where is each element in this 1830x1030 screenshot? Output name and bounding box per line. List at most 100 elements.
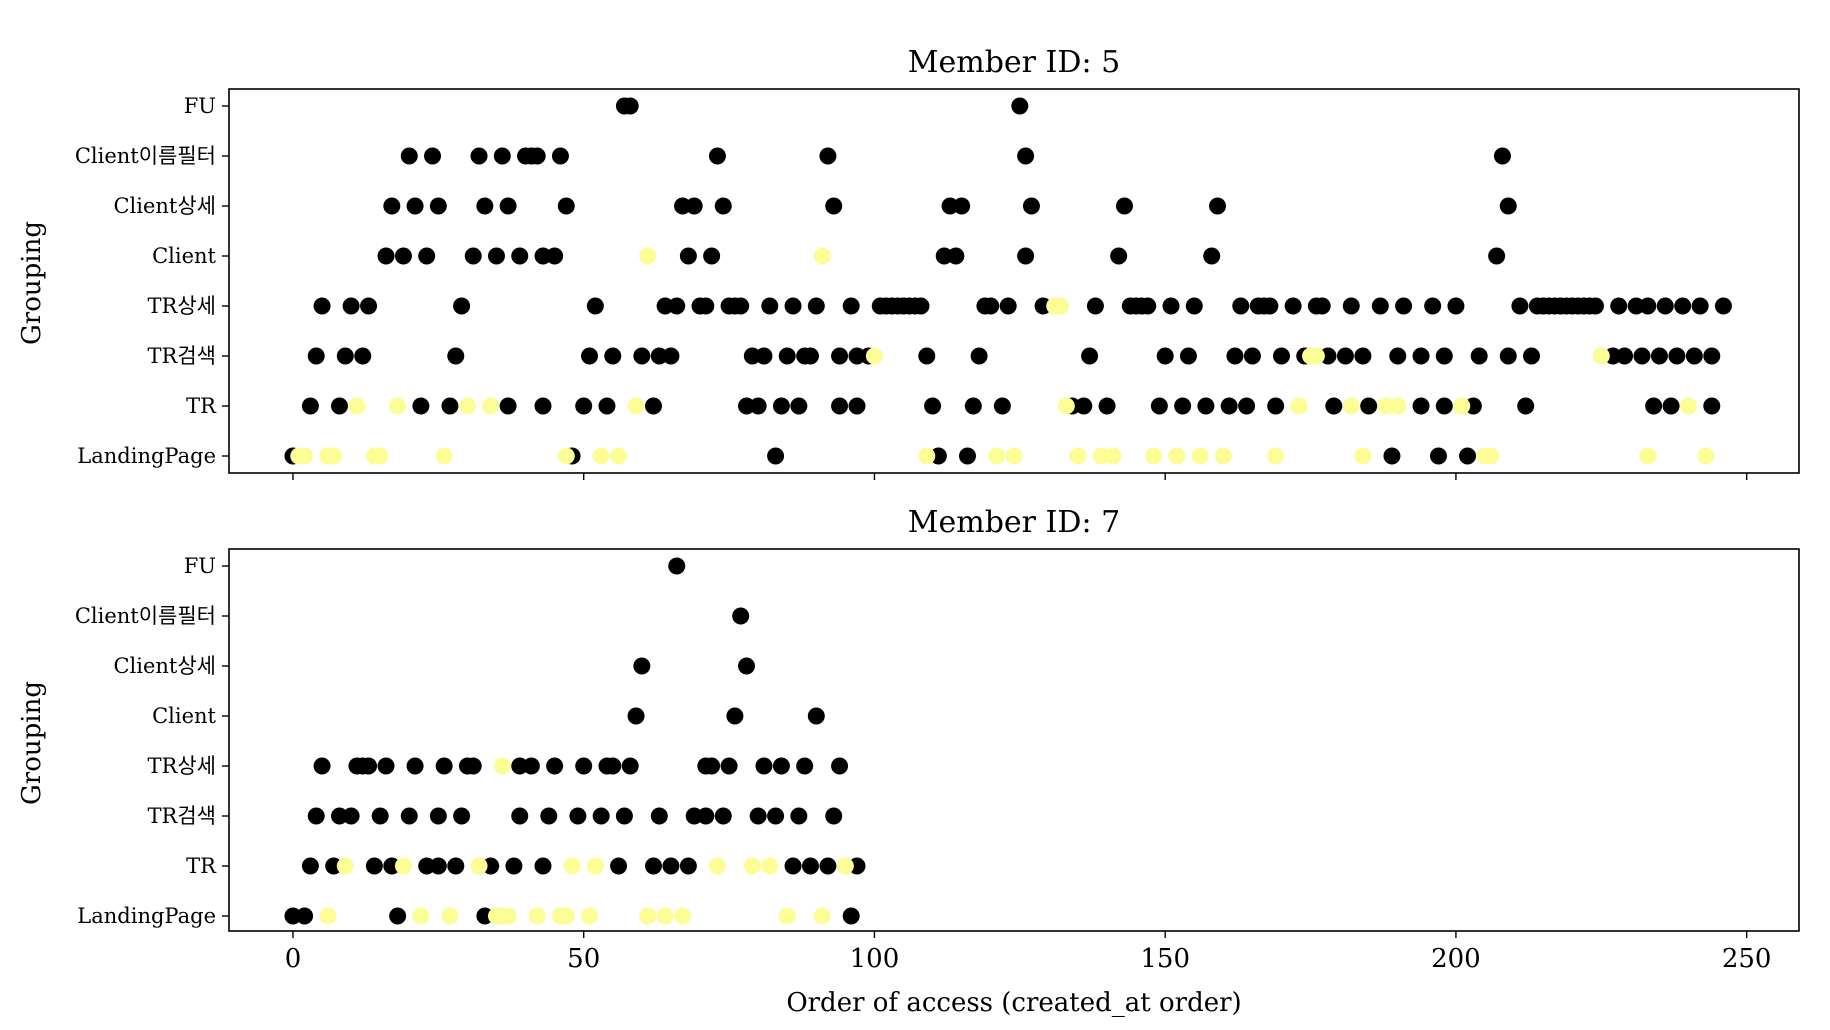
data-point-dark-tr검색 — [511, 807, 529, 825]
data-point-dark-tr상세 — [831, 757, 849, 775]
data-point-dark-tr상세 — [1714, 297, 1732, 315]
data-point-dark-tr상세 — [796, 757, 814, 775]
data-point-dark-tr — [1150, 397, 1168, 415]
data-point-dark-tr검색 — [1319, 347, 1337, 365]
data-point-dark-tr — [441, 397, 459, 415]
data-point-dark-client — [464, 247, 482, 265]
data-point-dark-tr — [1174, 397, 1192, 415]
data-point-dark-tr상세 — [1511, 297, 1529, 315]
data-point-dark-tr상세 — [575, 757, 593, 775]
data-point-light-tr검색 — [1592, 347, 1610, 365]
data-point-dark-landingpage — [284, 907, 302, 925]
data-point-dark-tr검색 — [650, 807, 668, 825]
data-point-dark-tr — [1197, 397, 1215, 415]
data-point-dark-tr검색 — [1523, 347, 1541, 365]
data-point-dark-tr — [1075, 397, 1093, 415]
data-point-dark-client상세 — [476, 197, 494, 215]
data-point-dark-client이름필터 — [424, 147, 442, 165]
data-point-dark-tr상세 — [1627, 297, 1645, 315]
data-point-dark-tr상세 — [1371, 297, 1389, 315]
data-point-dark-tr검색 — [453, 807, 471, 825]
y-tick-label: TR검색 — [148, 804, 216, 828]
data-point-dark-tr검색 — [1389, 347, 1407, 365]
data-point-dark-client상세 — [738, 657, 756, 675]
data-point-dark-client — [1488, 247, 1506, 265]
data-point-dark-tr검색 — [540, 807, 558, 825]
data-point-dark-client상세 — [429, 197, 447, 215]
data-point-dark-tr — [819, 857, 837, 875]
data-point-dark-tr — [330, 397, 348, 415]
y-tick-label: Client이름필터 — [75, 144, 216, 168]
data-point-dark-tr검색 — [801, 347, 819, 365]
data-point-dark-tr상세 — [511, 757, 529, 775]
data-point-light-tr — [1680, 397, 1698, 415]
y-tick-label: LandingPage — [77, 444, 216, 468]
data-point-dark-tr검색 — [714, 807, 732, 825]
data-point-dark-tr — [1325, 397, 1343, 415]
data-point-dark-tr — [1412, 397, 1430, 415]
data-point-dark-tr검색 — [1156, 347, 1174, 365]
data-point-dark-client상세 — [406, 197, 424, 215]
data-point-light-tr — [563, 857, 581, 875]
data-point-dark-tr상세 — [342, 297, 360, 315]
data-point-light-tr — [586, 857, 604, 875]
data-point-dark-client — [546, 247, 564, 265]
data-point-dark-fu — [1011, 97, 1029, 115]
data-point-dark-tr검색 — [447, 347, 465, 365]
data-point-dark-tr — [325, 857, 343, 875]
y-tick-label: Client — [152, 704, 216, 728]
data-point-dark-landingpage — [929, 447, 947, 465]
x-tick-label: 150 — [1140, 944, 1190, 974]
data-point-light-tr — [394, 857, 412, 875]
data-point-light-landingpage — [435, 447, 453, 465]
data-point-dark-landingpage — [389, 907, 407, 925]
data-point-dark-tr — [610, 857, 628, 875]
data-point-light-tr — [1342, 397, 1360, 415]
data-point-light-tr — [1453, 397, 1471, 415]
data-point-light-landingpage — [557, 447, 575, 465]
data-point-dark-tr검색 — [615, 807, 633, 825]
data-point-dark-client상세 — [499, 197, 517, 215]
data-point-dark-tr — [662, 857, 680, 875]
data-point-light-landingpage — [1069, 447, 1087, 465]
data-point-dark-tr상세 — [1691, 297, 1709, 315]
data-point-dark-tr상세 — [999, 297, 1017, 315]
data-point-dark-tr — [598, 397, 616, 415]
axes-frame — [228, 88, 1800, 474]
data-point-light-landingpage — [1214, 447, 1232, 465]
data-point-dark-tr — [790, 397, 808, 415]
data-point-light-landingpage — [1005, 447, 1023, 465]
y-axis-label: Grouping — [17, 221, 47, 345]
data-point-dark-tr — [383, 857, 401, 875]
data-point-dark-tr — [1703, 397, 1721, 415]
data-point-dark-tr검색 — [371, 807, 389, 825]
data-point-dark-client — [1017, 247, 1035, 265]
y-tick-label: TR상세 — [148, 294, 216, 318]
data-point-light-landingpage — [1697, 447, 1715, 465]
data-point-dark-tr상세 — [1447, 297, 1465, 315]
data-point-dark-client상세 — [557, 197, 575, 215]
x-tick-label: 50 — [567, 944, 600, 974]
x-tick-label: 0 — [285, 944, 302, 974]
data-point-dark-tr — [1360, 397, 1378, 415]
data-point-dark-tr상세 — [1162, 297, 1180, 315]
data-point-dark-tr검색 — [429, 807, 447, 825]
data-point-dark-landingpage — [1459, 447, 1477, 465]
data-point-dark-tr검색 — [755, 347, 773, 365]
data-point-dark-client상세 — [1209, 197, 1227, 215]
data-point-dark-tr — [505, 857, 523, 875]
x-axis-label: Order of access (created_at order) — [786, 988, 1241, 1018]
data-point-dark-tr — [447, 857, 465, 875]
data-point-dark-tr — [301, 397, 319, 415]
data-point-dark-tr검색 — [1336, 347, 1354, 365]
data-point-dark-tr검색 — [825, 807, 843, 825]
data-point-dark-landingpage — [842, 907, 860, 925]
data-point-dark-tr상세 — [1284, 297, 1302, 315]
data-point-dark-tr — [301, 857, 319, 875]
data-point-dark-tr검색 — [307, 347, 325, 365]
data-point-dark-tr — [482, 857, 500, 875]
data-point-light-tr — [1389, 397, 1407, 415]
data-point-dark-tr상세 — [1342, 297, 1360, 315]
